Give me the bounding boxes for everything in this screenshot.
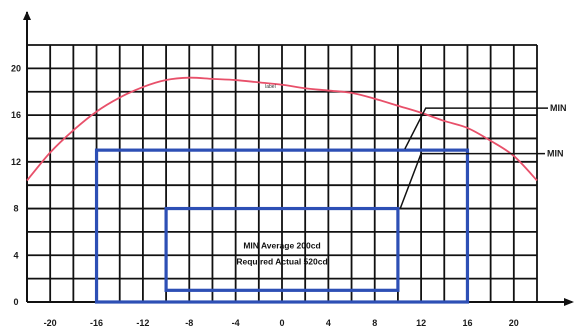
y-tick-labels: 0 4 8 12 16 20 [11,63,21,307]
x-tick-label: 12 [416,318,426,328]
x-tick-label: 8 [372,318,377,328]
y-axis-arrow [23,11,31,20]
grid [26,44,538,303]
y-tick-label: 8 [13,204,18,214]
callout-label: MIN [550,103,567,113]
annotation-line-2: Required Actual 520cd [236,257,327,267]
y-tick-label: 0 [13,297,18,307]
x-tick-label: 16 [462,318,472,328]
x-tick-label: -12 [136,318,149,328]
x-tick-label: -4 [232,318,240,328]
y-tick-label: 16 [11,110,21,120]
y-tick-label: 20 [11,63,21,73]
series-label: label [265,84,276,90]
callouts: MIN MIN [399,103,567,209]
callout-leader-line [399,152,545,209]
box-overlays [94,148,470,304]
x-tick-label: 4 [326,318,331,328]
series-group: label [26,76,538,182]
y-tick-label: 12 [11,157,21,167]
annotation: MIN Average 200cd Required Actual 520cd [236,240,327,266]
y-tick-label: 4 [13,250,18,260]
x-tick-label: 20 [509,318,519,328]
outer-box [94,148,470,304]
x-tick-labels: -20 -16 -12 -8 -4 0 4 8 12 16 20 [44,318,519,328]
callout-leader-line [404,107,548,150]
x-axis-arrow [564,298,574,306]
series-line [26,76,538,182]
callout-label: MIN [547,149,564,159]
x-tick-label: -8 [185,318,193,328]
x-tick-label: -20 [44,318,57,328]
annotation-line-1: MIN Average 200cd [243,240,320,250]
inner-box [164,206,400,292]
x-tick-label: 0 [279,318,284,328]
x-tick-label: -16 [90,318,103,328]
